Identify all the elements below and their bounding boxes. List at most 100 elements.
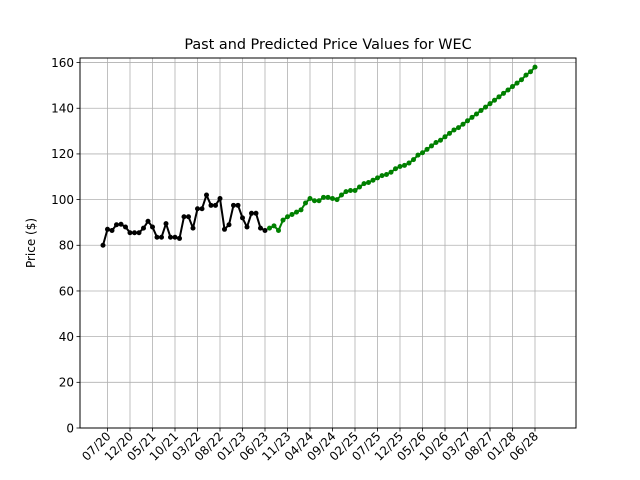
data-point: [433, 140, 439, 146]
data-point: [397, 163, 403, 169]
data-point: [388, 169, 394, 175]
data-point: [150, 224, 155, 230]
data-point: [136, 230, 142, 236]
data-point: [361, 181, 367, 187]
data-point: [127, 230, 133, 236]
plot-frame: [79, 57, 577, 429]
data-point: [460, 121, 466, 127]
data-point: [303, 200, 308, 206]
data-point: [177, 235, 182, 241]
data-point: [213, 202, 218, 208]
y-tick-label: 20: [59, 376, 74, 390]
data-point: [415, 152, 421, 158]
series-line: [102, 194, 266, 246]
data-point: [420, 150, 425, 156]
data-point: [325, 194, 331, 200]
series-layer: [100, 64, 538, 248]
data-point: [370, 177, 376, 183]
data-point: [492, 97, 497, 103]
grid: [80, 58, 576, 429]
data-point: [424, 146, 430, 152]
data-point: [451, 127, 457, 133]
data-point: [298, 207, 304, 213]
data-point: [141, 225, 146, 231]
data-point: [496, 94, 502, 100]
series-0: [100, 192, 268, 248]
data-point: [280, 217, 286, 223]
data-point: [109, 227, 115, 233]
data-point: [262, 227, 268, 233]
data-point: [519, 77, 524, 83]
data-point: [514, 80, 520, 86]
y-tick-label: 80: [59, 239, 74, 253]
data-point: [231, 202, 236, 208]
data-point: [267, 225, 272, 231]
data-point: [339, 192, 344, 198]
data-point: [132, 230, 137, 236]
data-point: [487, 101, 493, 107]
data-point: [321, 194, 326, 200]
data-point: [316, 198, 322, 204]
data-point: [114, 222, 119, 228]
data-point: [357, 184, 362, 190]
data-point: [307, 195, 313, 201]
data-point: [352, 187, 358, 193]
data-point: [411, 157, 416, 163]
data-point: [258, 225, 263, 231]
data-point: [222, 226, 227, 232]
data-point: [375, 175, 380, 181]
data-point: [474, 111, 479, 117]
data-point: [163, 221, 169, 227]
series-1: [267, 64, 538, 233]
data-point: [438, 137, 443, 143]
data-point: [271, 223, 277, 229]
data-point: [235, 202, 241, 208]
y-axis-label: Price ($): [24, 218, 38, 268]
data-point: [312, 198, 317, 204]
data-point: [190, 225, 196, 231]
data-point: [505, 87, 511, 93]
series-line: [269, 66, 536, 232]
data-point: [145, 218, 151, 224]
data-point: [276, 227, 281, 233]
data-point: [244, 224, 250, 230]
data-point: [442, 134, 448, 140]
data-point: [285, 214, 290, 220]
data-point: [334, 197, 340, 203]
data-point: [168, 234, 173, 240]
y-tick-label: 120: [51, 147, 74, 161]
data-point: [226, 222, 232, 228]
y-tick-label: 40: [59, 330, 74, 344]
data-point: [510, 84, 515, 90]
data-point: [379, 173, 385, 179]
data-point: [172, 234, 178, 240]
data-point: [406, 160, 412, 166]
data-point: [186, 214, 191, 220]
data-point: [447, 130, 452, 136]
data-point: [393, 166, 398, 172]
data-point: [384, 171, 389, 177]
data-point: [159, 234, 164, 240]
data-point: [123, 224, 128, 230]
data-point: [483, 104, 488, 110]
data-point: [289, 211, 295, 217]
data-point: [208, 202, 214, 208]
y-tick-label: 100: [51, 193, 74, 207]
data-point: [240, 215, 245, 221]
data-point: [100, 242, 106, 248]
y-tick-label: 0: [66, 421, 74, 435]
data-point: [294, 209, 299, 215]
chart-title: Past and Predicted Price Values for WEC: [184, 37, 471, 53]
data-point: [154, 234, 160, 240]
data-point: [343, 189, 349, 195]
y-tick-label: 60: [59, 284, 74, 298]
data-point: [181, 214, 187, 220]
data-point: [204, 192, 209, 198]
data-point: [402, 162, 407, 168]
data-point: [249, 210, 254, 216]
data-point: [348, 187, 353, 193]
data-point: [532, 64, 538, 70]
data-point: [118, 221, 124, 227]
data-point: [217, 195, 223, 201]
